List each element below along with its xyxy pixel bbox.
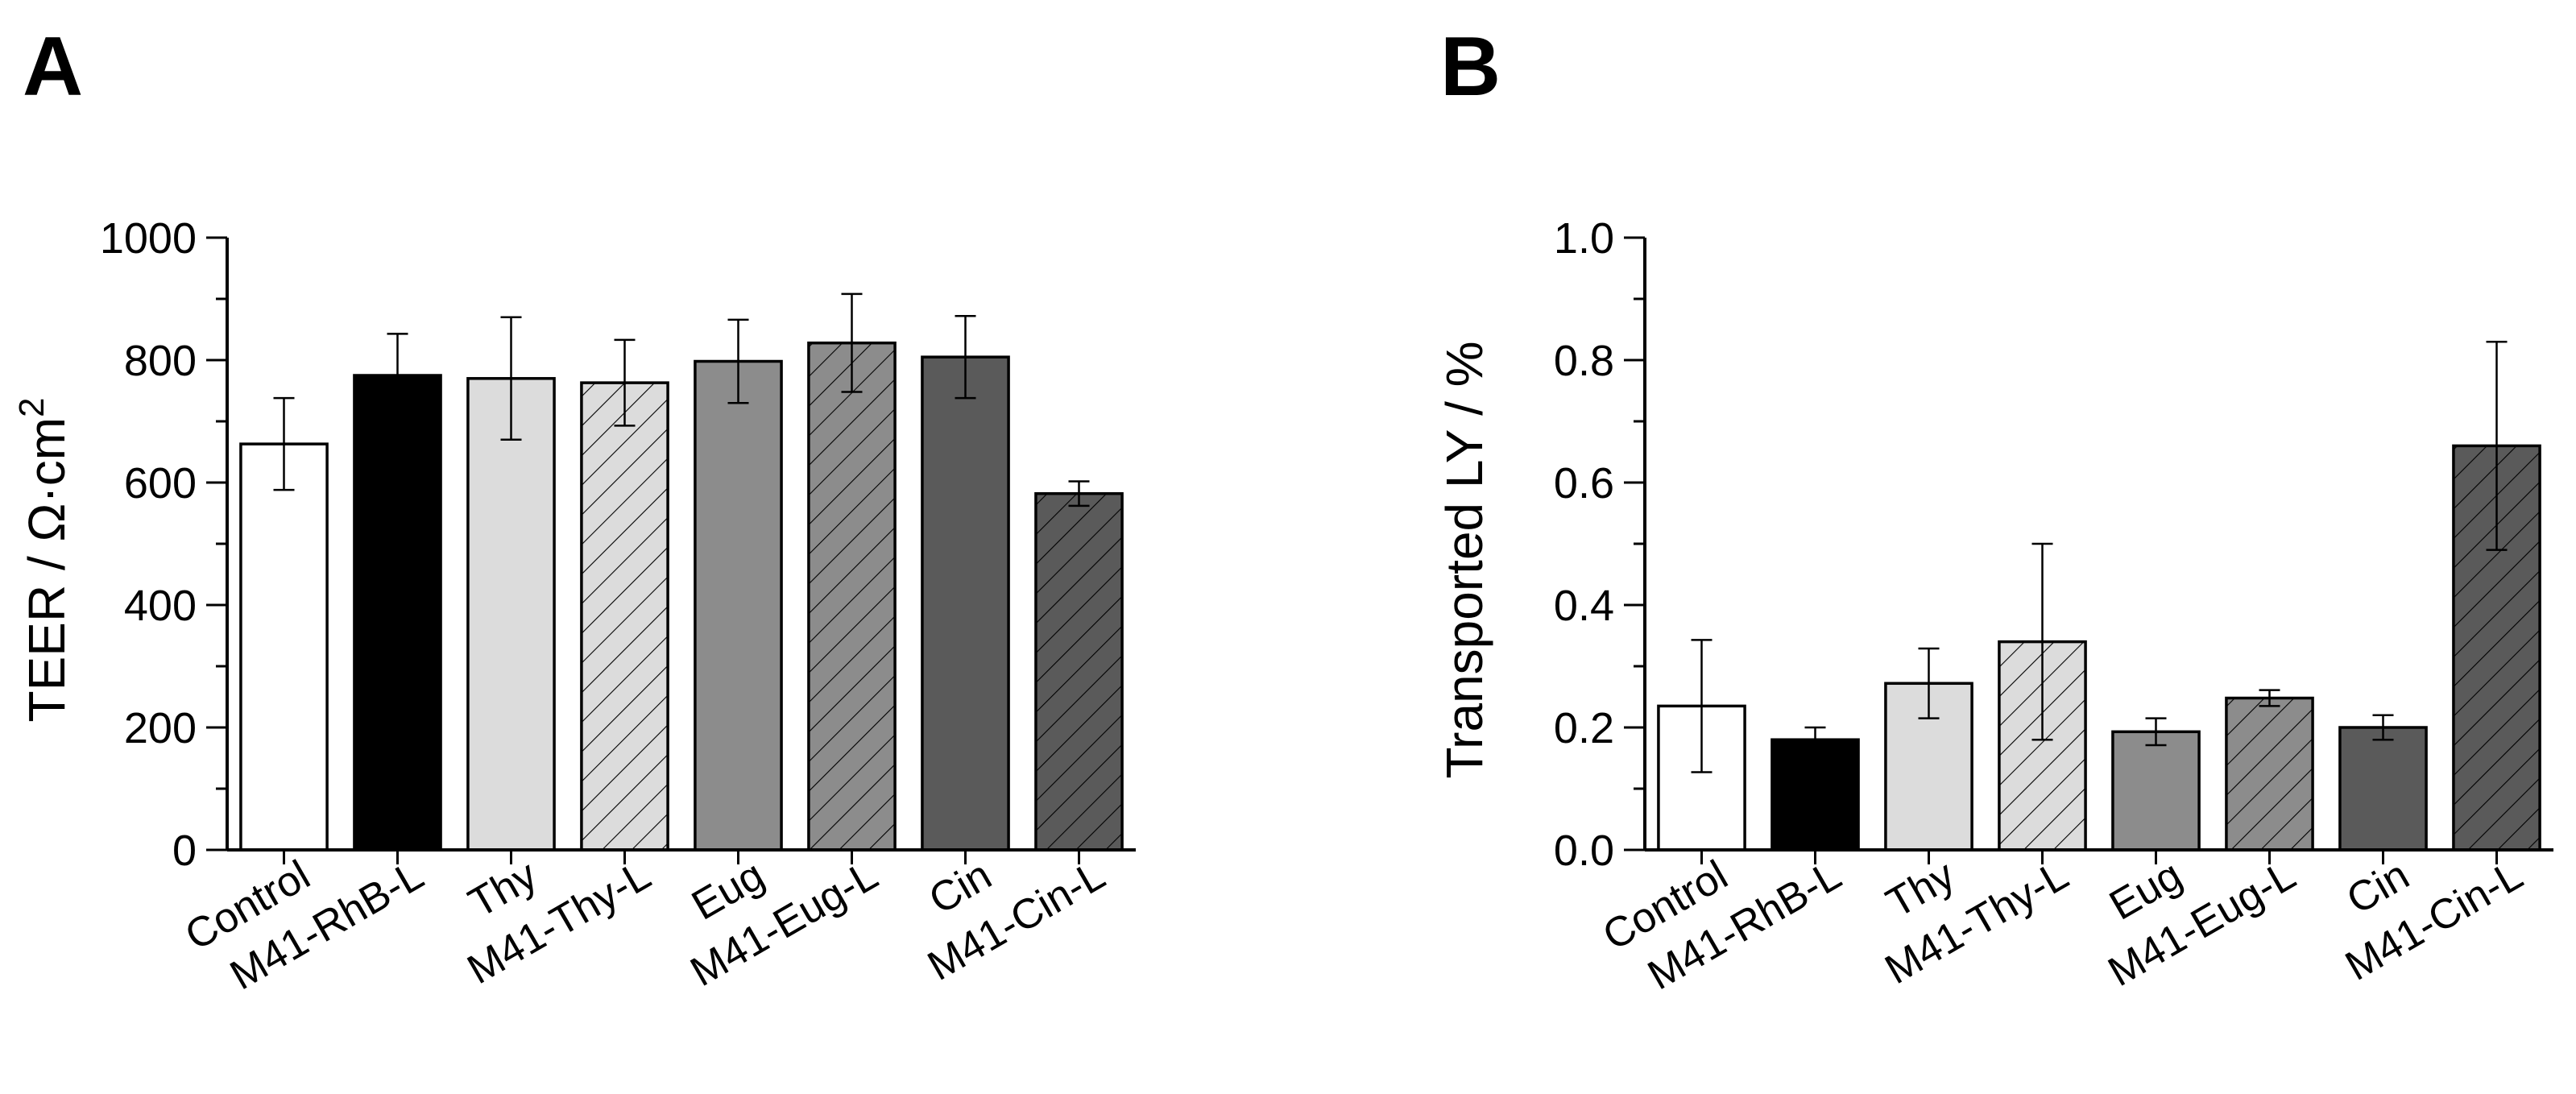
error-bar-control bbox=[273, 396, 295, 491]
error-bar-control bbox=[1691, 639, 1713, 773]
error-bar-m41-thy-l bbox=[614, 338, 636, 427]
bar-m41-rhb-l bbox=[353, 374, 442, 852]
bar-m41-rhb-l bbox=[1770, 738, 1860, 852]
error-bar-cin bbox=[2372, 714, 2394, 741]
y-tick-label: 400 bbox=[124, 582, 197, 630]
error-bar-thy bbox=[500, 316, 522, 441]
bar-eug bbox=[2111, 730, 2201, 852]
bar-cin bbox=[2338, 726, 2428, 852]
error-bar-m41-eug-l bbox=[2259, 689, 2280, 707]
error-bar-m41-eug-l bbox=[841, 292, 863, 393]
y-axis-title-text: TEER / Ω·cm bbox=[18, 417, 76, 723]
y-axis-title-superscript: 2 bbox=[12, 398, 52, 417]
bar-hatch-m41-cin-l bbox=[1035, 493, 1123, 850]
y-axis-title: TEER / Ω·cm2 bbox=[12, 398, 76, 723]
y-tick-label: 0.2 bbox=[1554, 704, 1614, 752]
y-tick-label: 0.4 bbox=[1554, 582, 1614, 630]
panel-label: B bbox=[1440, 20, 1501, 114]
y-tick-label: 1000 bbox=[100, 214, 197, 263]
y-axis-title-text: Transported LY / % bbox=[1435, 341, 1493, 778]
y-tick-label: 600 bbox=[124, 459, 197, 508]
bar-eug bbox=[694, 359, 783, 852]
error-bar-m41-rhb-l bbox=[1804, 726, 1826, 753]
bar-cin bbox=[921, 355, 1010, 852]
error-bar-cin bbox=[955, 315, 976, 400]
bar-hatch-m41-eug-l bbox=[2226, 698, 2313, 850]
y-tick-label: 0 bbox=[172, 827, 197, 875]
bar-hatch-m41-thy-l bbox=[581, 383, 669, 850]
y-tick-label: 800 bbox=[124, 337, 197, 385]
error-bar-eug bbox=[2145, 717, 2167, 747]
error-bar-m41-thy-l bbox=[2031, 542, 2053, 741]
error-bar-eug bbox=[727, 318, 749, 404]
error-bar-thy bbox=[1918, 647, 1940, 719]
y-tick-label: 0.6 bbox=[1554, 459, 1614, 508]
error-bar-m41-cin-l bbox=[2486, 340, 2508, 551]
y-tick-label: 1.0 bbox=[1554, 214, 1614, 263]
error-bar-m41-rhb-l bbox=[387, 333, 408, 418]
panel-label: A bbox=[23, 20, 83, 114]
y-tick-label: 0.0 bbox=[1554, 827, 1614, 875]
error-bar-m41-cin-l bbox=[1068, 480, 1090, 508]
bar-control bbox=[239, 442, 329, 852]
y-tick-label: 200 bbox=[124, 704, 197, 752]
bar-thy bbox=[466, 377, 556, 852]
y-tick-label: 0.8 bbox=[1554, 337, 1614, 385]
y-axis-title: Transported LY / % bbox=[1435, 341, 1493, 778]
bar-hatch-m41-eug-l bbox=[808, 342, 896, 851]
